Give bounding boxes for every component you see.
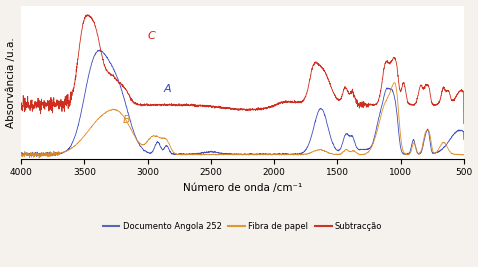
Text: A: A (164, 84, 172, 94)
Legend: Documento Angola 252, Fibra de papel, Subtracção: Documento Angola 252, Fibra de papel, Su… (99, 218, 386, 234)
X-axis label: Número de onda /cm⁻¹: Número de onda /cm⁻¹ (183, 183, 302, 193)
Text: C: C (148, 31, 155, 41)
Text: B: B (122, 115, 130, 125)
Y-axis label: Absorvância /u.a.: Absorvância /u.a. (6, 37, 16, 128)
